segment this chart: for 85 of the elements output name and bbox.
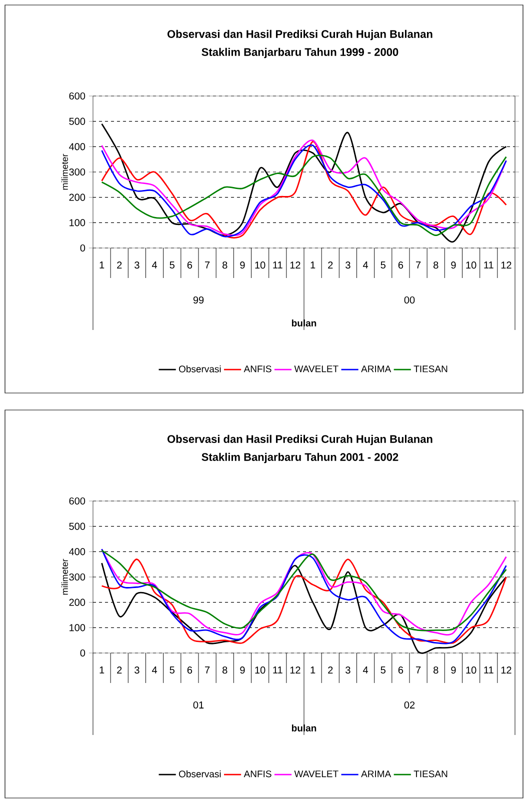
legend-label: ARIMA: [361, 366, 392, 372]
x-tick-label: 2: [328, 262, 333, 269]
y-tick-label: 300: [69, 573, 86, 581]
x-tick-label: 6: [398, 262, 404, 269]
x-tick-label: 1: [310, 666, 316, 674]
x-tick-label: 10: [466, 262, 476, 269]
x-tick-label: 11: [273, 262, 282, 268]
x-tick-label: 3: [134, 666, 140, 674]
y-axis-title: milimeter: [61, 558, 68, 595]
legend-label: Observasi: [179, 365, 221, 372]
text: 00: [404, 296, 415, 304]
x-tick-label: 2: [328, 666, 333, 674]
y-tick-label: 100: [70, 219, 86, 226]
x-tick-label: 11: [484, 666, 494, 674]
x-tick-label: 6: [187, 666, 192, 674]
x-tick-label: 5: [380, 666, 386, 674]
x-axis-title: bulan: [292, 319, 316, 326]
chart-subtitle: Staklim Banjarbaru Tahun 1999 - 2000: [202, 48, 398, 58]
text: 99: [193, 296, 204, 304]
x-tick-label: 9: [240, 666, 245, 674]
y-tick-label: 600: [69, 497, 86, 505]
legend-label: ARIMA: [361, 770, 392, 778]
legend-label: Observasi: [179, 770, 221, 778]
x-tick-label: 9: [451, 666, 456, 674]
x-tick-label: 8: [434, 262, 438, 269]
x-tick-label: 4: [362, 262, 368, 268]
legend-label: TIESAN: [414, 366, 448, 372]
x-tick-label: 10: [255, 666, 266, 674]
legend-label: WAVELET: [294, 770, 338, 778]
x-tick-label: 12: [501, 666, 512, 674]
x-tick-label: 4: [152, 666, 158, 674]
x-tick-label: 10: [466, 666, 476, 674]
text: 02: [404, 701, 415, 709]
x-tick-label: 7: [205, 666, 210, 674]
y-tick-label: 400: [69, 143, 86, 150]
x-tick-label: 3: [346, 262, 350, 269]
x-tick-label: 1: [310, 262, 316, 268]
x-tick-label: 10: [255, 262, 266, 269]
x-tick-label: 8: [222, 262, 228, 269]
x-tick-label: 3: [346, 666, 350, 674]
x-tick-label: 1: [100, 262, 104, 268]
x-tick-label: 9: [451, 262, 456, 269]
x-tick-label: 8: [434, 666, 438, 674]
x-tick-label: 8: [222, 666, 228, 674]
x-tick-label: 3: [134, 262, 140, 269]
y-tick-label: 500: [69, 118, 86, 125]
y-tick-label: 200: [69, 194, 86, 201]
x-tick-label: 12: [290, 666, 300, 674]
x-tick-label: 12: [290, 262, 300, 269]
x-tick-label: 9: [240, 262, 245, 269]
x-tick-label: 2: [117, 262, 122, 269]
line-series: [101, 123, 507, 243]
legend-label: ANFIS: [244, 366, 272, 372]
x-tick-label: 11: [484, 262, 494, 268]
x-tick-label: 5: [170, 262, 174, 269]
x-tick-label: 12: [501, 262, 512, 269]
x-tick-label: 1: [100, 666, 104, 674]
legend-label: TIESAN: [414, 770, 448, 778]
chart-title: Observasi dan Hasil Prediksi Curah Hujan Bulanan: [167, 30, 432, 40]
x-tick-label: 6: [398, 666, 404, 674]
legend-label: ANFIS: [244, 770, 272, 778]
x-tick-label: 7: [416, 262, 421, 268]
y-tick-label: 400: [69, 548, 86, 556]
x-tick-label: 2: [117, 666, 122, 674]
x-tick-label: 7: [205, 262, 210, 268]
chart-title: Observasi dan Hasil Prediksi Curah Hujan Bulanan: [167, 434, 432, 446]
y-tick-label: 500: [69, 522, 86, 530]
x-axis-title: bulan: [292, 724, 316, 732]
x-tick-label: 4: [362, 666, 368, 674]
y-axis-title: milimeter: [61, 154, 68, 190]
y-tick-label: 200: [69, 598, 86, 606]
y-tick-label: 600: [69, 92, 86, 100]
y-tick-label: 300: [69, 168, 86, 176]
x-tick-label: 4: [152, 262, 158, 268]
legend-label: WAVELET: [294, 366, 338, 372]
x-tick-label: 5: [170, 666, 174, 674]
y-tick-label: 0: [80, 244, 86, 252]
y-tick-label: 100: [70, 624, 86, 632]
x-tick-label: 5: [380, 262, 386, 269]
x-tick-label: 11: [273, 666, 282, 674]
y-tick-label: 0: [80, 649, 86, 657]
x-tick-label: 7: [416, 666, 421, 674]
chart-subtitle: Staklim Banjarbaru Tahun 2001 - 2002: [202, 452, 398, 464]
text: 01: [193, 701, 204, 709]
x-tick-label: 6: [187, 262, 192, 269]
